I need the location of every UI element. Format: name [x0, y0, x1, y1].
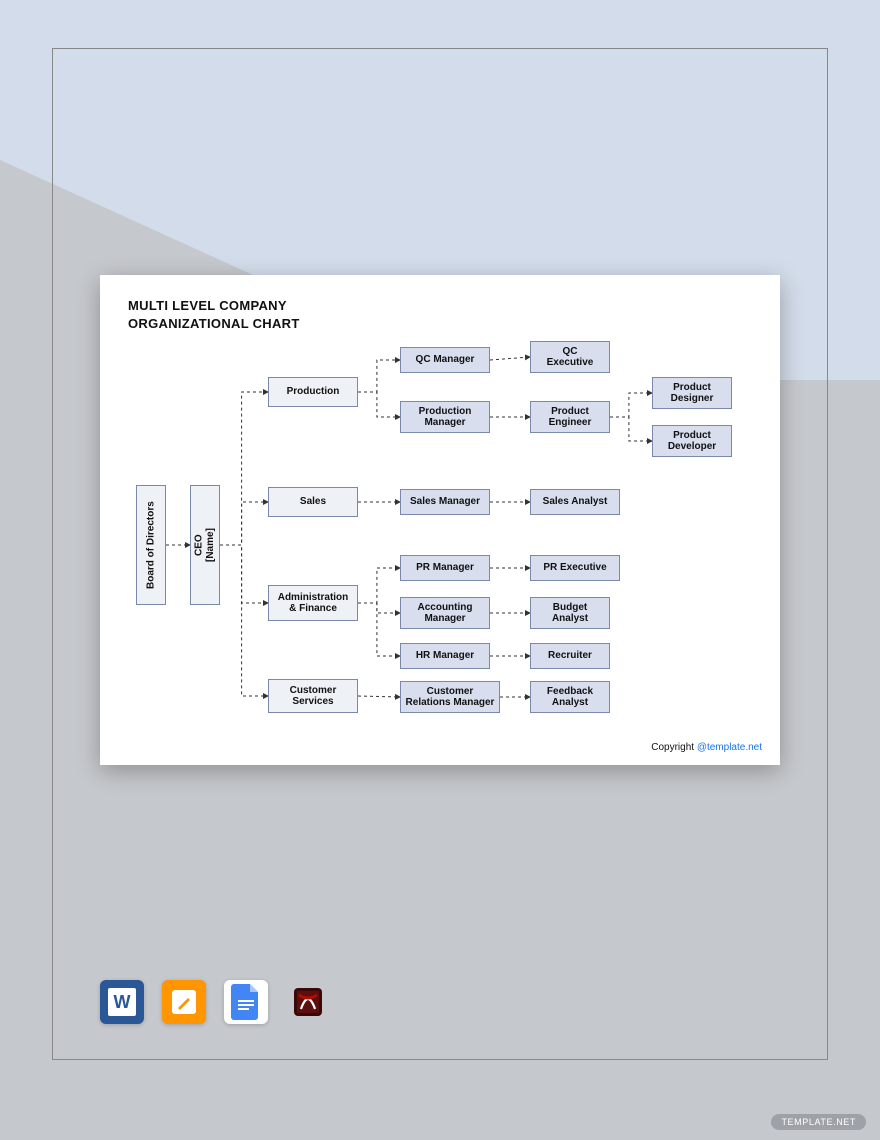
title-line-2: ORGANIZATIONAL CHART [128, 316, 300, 331]
copyright-link[interactable]: @template.net [697, 742, 762, 753]
node-crelmgr: CustomerRelations Manager [400, 681, 500, 713]
node-cust: CustomerServices [268, 679, 358, 713]
node-prodmgr: ProductionManager [400, 401, 490, 433]
copyright-label: Copyright [651, 742, 697, 753]
node-salesmgr: Sales Manager [400, 489, 490, 515]
node-pdev: ProductDeveloper [652, 425, 732, 457]
node-recr: Recruiter [530, 643, 610, 669]
node-ceo: CEO[Name] [190, 485, 220, 605]
word-icon[interactable]: W [100, 980, 144, 1024]
node-fback: FeedbackAnalyst [530, 681, 610, 713]
node-peng: ProductEngineer [530, 401, 610, 433]
watermark-badge: TEMPLATE.NET [771, 1114, 866, 1130]
node-qcmgr: QC Manager [400, 347, 490, 373]
node-prod: Production [268, 377, 358, 407]
node-sales: Sales [268, 487, 358, 517]
node-budget: BudgetAnalyst [530, 597, 610, 629]
node-accmgr: AccountingManager [400, 597, 490, 629]
pdf-icon[interactable] [286, 980, 330, 1024]
node-hrmgr: HR Manager [400, 643, 490, 669]
node-salesan: Sales Analyst [530, 489, 620, 515]
node-prexec: PR Executive [530, 555, 620, 581]
title-line-1: MULTI LEVEL COMPANY [128, 298, 287, 313]
document-card: MULTI LEVEL COMPANY ORGANIZATIONAL CHART… [100, 275, 780, 765]
copyright: Copyright @template.net [651, 742, 762, 753]
node-qcexec: QCExecutive [530, 341, 610, 373]
node-pdes: ProductDesigner [652, 377, 732, 409]
node-prmgr: PR Manager [400, 555, 490, 581]
chart-title: MULTI LEVEL COMPANY ORGANIZATIONAL CHART [128, 297, 300, 332]
node-board: Board of Directors [136, 485, 166, 605]
node-admin: Administration& Finance [268, 585, 358, 621]
format-icons-row: W [100, 980, 330, 1024]
gdocs-icon[interactable] [224, 980, 268, 1024]
pages-icon[interactable] [162, 980, 206, 1024]
